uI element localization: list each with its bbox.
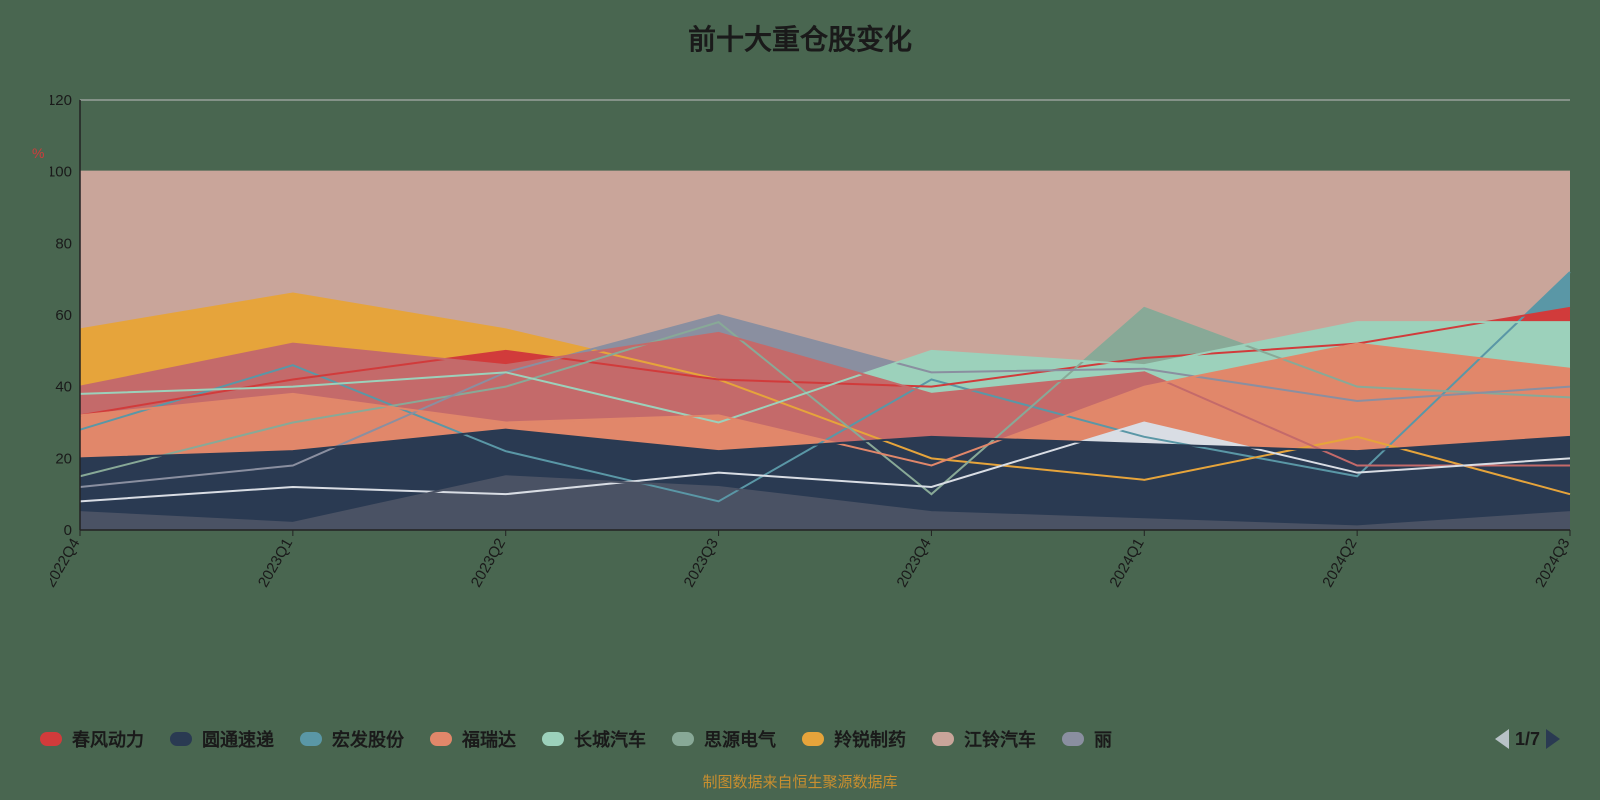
legend-label: 丽 <box>1094 726 1112 752</box>
svg-text:2023Q1: 2023Q1 <box>255 536 296 591</box>
svg-text:100: 100 <box>50 164 72 181</box>
chart-area: 0204060801001202022Q42023Q12023Q22023Q32… <box>50 90 1580 610</box>
legend-label: 福瑞达 <box>462 726 516 752</box>
legend-item[interactable]: 福瑞达 <box>430 726 516 752</box>
legend-label: 圆通速递 <box>202 726 274 752</box>
svg-text:40: 40 <box>55 379 72 396</box>
svg-text:20: 20 <box>55 450 72 467</box>
legend-label: 江铃汽车 <box>964 726 1036 752</box>
svg-text:2023Q3: 2023Q3 <box>681 536 722 591</box>
svg-text:60: 60 <box>55 307 72 324</box>
legend-item[interactable]: 圆通速递 <box>170 726 274 752</box>
chart-title: 前十大重仓股变化 <box>0 0 1600 58</box>
legend-item[interactable]: 羚锐制药 <box>802 726 906 752</box>
legend-swatch <box>40 732 62 746</box>
legend: 春风动力 圆通速递 宏发股份 福瑞达 长城汽车 思源电气 羚锐制药 江铃汽车 丽 1/7 <box>40 726 1560 752</box>
legend-swatch <box>932 732 954 746</box>
pager-prev-icon[interactable] <box>1495 729 1509 749</box>
legend-swatch <box>170 732 192 746</box>
legend-label: 长城汽车 <box>574 726 646 752</box>
svg-text:2024Q1: 2024Q1 <box>1106 536 1147 591</box>
legend-label: 春风动力 <box>72 726 144 752</box>
legend-swatch <box>300 732 322 746</box>
legend-pager: 1/7 <box>1495 729 1560 750</box>
legend-item[interactable]: 长城汽车 <box>542 726 646 752</box>
legend-item[interactable]: 江铃汽车 <box>932 726 1036 752</box>
pager-next-icon[interactable] <box>1546 729 1560 749</box>
legend-label: 思源电气 <box>704 726 776 752</box>
legend-item[interactable]: 丽 <box>1062 726 1112 752</box>
svg-text:120: 120 <box>50 92 72 109</box>
pager-text: 1/7 <box>1515 729 1540 750</box>
svg-text:2024Q3: 2024Q3 <box>1532 536 1573 591</box>
legend-swatch <box>672 732 694 746</box>
legend-item[interactable]: 春风动力 <box>40 726 144 752</box>
legend-swatch <box>542 732 564 746</box>
svg-text:80: 80 <box>55 235 72 252</box>
legend-label: 宏发股份 <box>332 726 404 752</box>
legend-item[interactable]: 思源电气 <box>672 726 776 752</box>
svg-text:2024Q2: 2024Q2 <box>1319 536 1360 591</box>
legend-swatch <box>802 732 824 746</box>
legend-item[interactable]: 宏发股份 <box>300 726 404 752</box>
y-unit: % <box>32 145 44 161</box>
svg-text:2023Q4: 2023Q4 <box>893 536 934 591</box>
chart-svg: 0204060801001202022Q42023Q12023Q22023Q32… <box>50 90 1580 610</box>
svg-text:2022Q4: 2022Q4 <box>50 536 83 591</box>
footer-source: 制图数据来自恒生聚源数据库 <box>0 771 1600 792</box>
legend-swatch <box>1062 732 1084 746</box>
legend-label: 羚锐制药 <box>834 726 906 752</box>
legend-swatch <box>430 732 452 746</box>
svg-text:2023Q2: 2023Q2 <box>468 536 509 591</box>
